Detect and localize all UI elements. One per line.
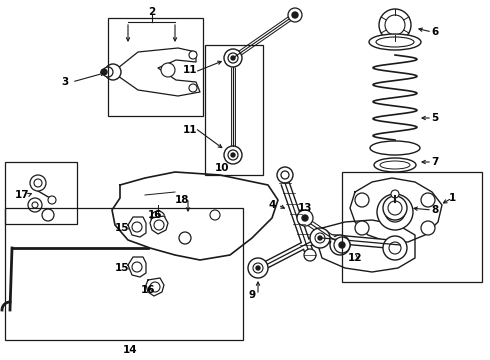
Circle shape — [189, 84, 197, 92]
Text: 15: 15 — [115, 263, 129, 273]
Circle shape — [161, 63, 175, 77]
Bar — [5, 162, 77, 224]
Circle shape — [383, 236, 407, 260]
Circle shape — [248, 258, 268, 278]
Text: 11: 11 — [183, 65, 197, 75]
Circle shape — [253, 263, 263, 273]
Circle shape — [277, 167, 293, 183]
Polygon shape — [350, 178, 442, 242]
Circle shape — [389, 242, 401, 254]
Ellipse shape — [370, 141, 420, 155]
Text: 4: 4 — [269, 200, 276, 210]
Circle shape — [304, 249, 316, 261]
Polygon shape — [318, 220, 415, 272]
Text: 13: 13 — [298, 203, 312, 213]
Circle shape — [228, 53, 238, 63]
Circle shape — [132, 262, 142, 272]
Circle shape — [302, 215, 308, 221]
Circle shape — [385, 15, 405, 35]
Circle shape — [385, 202, 405, 222]
Circle shape — [391, 190, 399, 198]
Bar — [205, 45, 263, 175]
Bar — [108, 18, 203, 116]
Circle shape — [150, 282, 160, 292]
Circle shape — [32, 202, 38, 208]
Circle shape — [318, 236, 322, 240]
Text: 14: 14 — [122, 345, 137, 355]
Bar — [342, 172, 482, 282]
Text: 17: 17 — [15, 190, 29, 200]
Circle shape — [105, 64, 121, 80]
Text: 8: 8 — [431, 205, 439, 215]
Circle shape — [224, 146, 242, 164]
Circle shape — [377, 194, 413, 230]
Text: 7: 7 — [431, 157, 439, 167]
Text: 10: 10 — [215, 163, 229, 173]
Circle shape — [30, 175, 46, 191]
Circle shape — [355, 193, 369, 207]
Ellipse shape — [376, 37, 414, 47]
Circle shape — [101, 69, 107, 75]
Circle shape — [330, 235, 350, 255]
Circle shape — [154, 220, 164, 230]
Text: 18: 18 — [175, 195, 189, 205]
Circle shape — [388, 201, 402, 215]
Circle shape — [334, 237, 350, 253]
Circle shape — [383, 196, 407, 220]
Circle shape — [210, 210, 220, 220]
Polygon shape — [128, 217, 146, 237]
Circle shape — [231, 153, 235, 157]
Polygon shape — [146, 278, 164, 296]
Circle shape — [355, 221, 369, 235]
Text: 2: 2 — [148, 7, 156, 17]
Bar — [5, 208, 243, 340]
Text: 16: 16 — [148, 210, 162, 220]
Ellipse shape — [369, 34, 421, 50]
Text: 16: 16 — [141, 285, 155, 295]
Circle shape — [315, 233, 325, 243]
Circle shape — [231, 56, 235, 60]
Ellipse shape — [380, 161, 410, 169]
Text: 11: 11 — [183, 125, 197, 135]
Circle shape — [42, 209, 54, 221]
Ellipse shape — [374, 158, 416, 172]
Circle shape — [132, 222, 142, 232]
Circle shape — [103, 67, 113, 77]
Text: 9: 9 — [248, 290, 256, 300]
Circle shape — [288, 8, 302, 22]
Text: 1: 1 — [448, 193, 456, 203]
Circle shape — [297, 210, 313, 226]
Circle shape — [421, 221, 435, 235]
Text: 6: 6 — [431, 27, 439, 37]
Circle shape — [339, 242, 345, 248]
Circle shape — [189, 51, 197, 59]
Circle shape — [256, 266, 260, 270]
Circle shape — [281, 171, 289, 179]
Circle shape — [310, 228, 330, 248]
Polygon shape — [112, 172, 278, 260]
Polygon shape — [128, 257, 146, 277]
Circle shape — [335, 240, 345, 250]
Text: 15: 15 — [115, 223, 129, 233]
Circle shape — [421, 193, 435, 207]
Text: 3: 3 — [61, 77, 69, 87]
Circle shape — [224, 49, 242, 67]
Text: 5: 5 — [431, 113, 439, 123]
Polygon shape — [118, 48, 200, 96]
Circle shape — [34, 179, 42, 187]
Text: 12: 12 — [348, 253, 362, 263]
Circle shape — [151, 211, 165, 225]
Circle shape — [379, 9, 411, 41]
Circle shape — [28, 198, 42, 212]
Circle shape — [48, 196, 56, 204]
Polygon shape — [150, 216, 168, 234]
Circle shape — [179, 232, 191, 244]
Circle shape — [292, 12, 298, 18]
Circle shape — [228, 150, 238, 160]
